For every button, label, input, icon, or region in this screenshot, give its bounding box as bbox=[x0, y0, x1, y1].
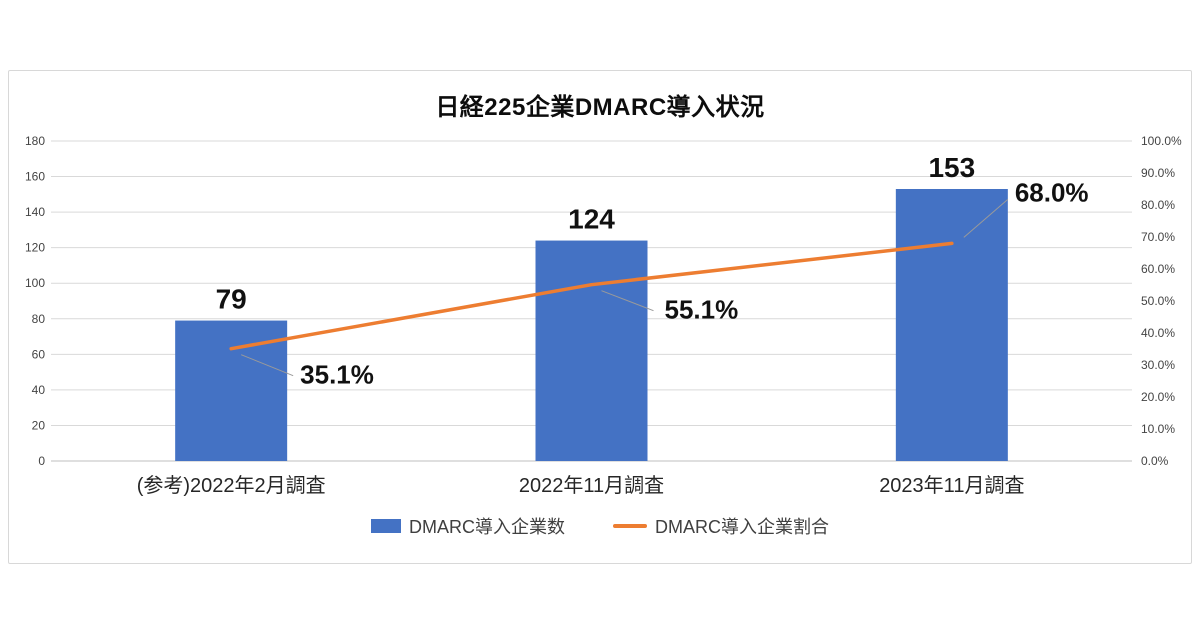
bar-value-label: 153 bbox=[928, 152, 975, 183]
bar-series-swatch bbox=[371, 519, 401, 533]
line-series-swatch bbox=[613, 524, 647, 528]
line-value-label: 35.1% bbox=[300, 360, 374, 390]
legend-item-bar-series: DMARC導入企業数 bbox=[371, 513, 565, 539]
right-axis-tick-label: 50.0% bbox=[1141, 294, 1175, 308]
label-leader-line bbox=[601, 290, 654, 312]
left-axis-tick-label: 0 bbox=[38, 454, 45, 468]
line-value-label: 68.0% bbox=[1015, 177, 1089, 207]
left-axis-tick-label: 100 bbox=[25, 276, 45, 290]
left-axis-tick-label: 160 bbox=[25, 170, 45, 184]
left-axis-tick-label: 180 bbox=[25, 134, 45, 148]
right-axis-tick-label: 30.0% bbox=[1141, 358, 1175, 372]
bar bbox=[895, 189, 1008, 461]
bar bbox=[175, 320, 288, 461]
right-axis-tick-label: 20.0% bbox=[1141, 390, 1175, 404]
right-axis-tick-label: 90.0% bbox=[1141, 166, 1175, 180]
chart-title: 日経225企業DMARC導入状況 bbox=[435, 94, 765, 121]
category-label: 2022年11月調査 bbox=[519, 474, 664, 497]
label-leader-line bbox=[240, 354, 294, 377]
left-axis-tick-label: 80 bbox=[32, 312, 46, 326]
left-axis-tick-label: 20 bbox=[32, 418, 46, 432]
category-label: (参考)2022年2月調査 bbox=[137, 474, 326, 497]
legend-label-line-series: DMARC導入企業割合 bbox=[655, 517, 829, 537]
plot-area: 0 20 40 60 80 100 120 140 160 180 0.0% 10.0% 20.0% 30… bbox=[25, 134, 1182, 497]
chart-container: 0 20 40 60 80 100 120 140 160 180 0.0% 10.0% 20.0% 30… bbox=[8, 70, 1192, 564]
bar bbox=[535, 240, 648, 461]
right-axis-tick-label: 10.0% bbox=[1141, 422, 1175, 436]
right-axis-tick-label: 60.0% bbox=[1141, 262, 1175, 276]
trend-line bbox=[229, 241, 954, 351]
bar-value-label: 124 bbox=[568, 204, 615, 235]
right-axis-tick-label: 80.0% bbox=[1141, 198, 1175, 212]
right-axis-tick-label: 70.0% bbox=[1141, 230, 1175, 244]
legend-item-line-series: DMARC導入企業割合 bbox=[613, 513, 829, 539]
legend-label-bar-series: DMARC導入企業数 bbox=[409, 517, 565, 537]
bar-value-label: 79 bbox=[216, 284, 247, 315]
chart-legend: DMARC導入企業数 DMARC導入企業割合 bbox=[9, 513, 1191, 539]
category-label: 2023年11月調査 bbox=[879, 474, 1024, 497]
left-axis-tick-label: 40 bbox=[32, 383, 46, 397]
left-axis-tick-label: 140 bbox=[25, 205, 45, 219]
right-axis-tick-label: 0.0% bbox=[1141, 454, 1169, 468]
right-axis-tick-label: 40.0% bbox=[1141, 326, 1175, 340]
right-axis-tick-label: 100.0% bbox=[1141, 134, 1182, 148]
left-axis-tick-label: 60 bbox=[32, 347, 46, 361]
label-leader-line bbox=[963, 199, 1009, 238]
left-axis-tick-label: 120 bbox=[25, 241, 45, 255]
line-value-label: 55.1% bbox=[665, 295, 739, 325]
